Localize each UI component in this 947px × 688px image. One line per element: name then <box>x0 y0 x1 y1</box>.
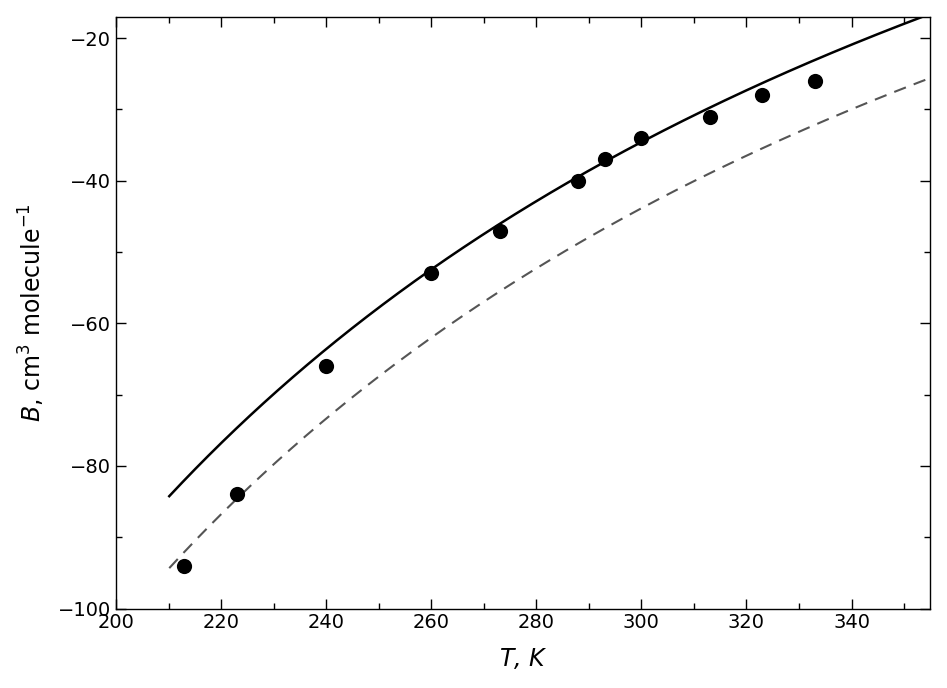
Point <box>755 89 770 100</box>
Point <box>423 268 438 279</box>
Point <box>702 111 717 122</box>
Point <box>318 361 333 372</box>
Point <box>229 489 244 500</box>
Point <box>597 154 612 165</box>
Point <box>807 76 822 87</box>
X-axis label: $T$, K: $T$, K <box>499 646 547 671</box>
Point <box>177 560 192 571</box>
Point <box>571 175 586 186</box>
Point <box>492 225 508 236</box>
Point <box>634 132 649 143</box>
Y-axis label: $B$, cm$^{3}$ molecule$^{-1}$: $B$, cm$^{3}$ molecule$^{-1}$ <box>17 203 46 422</box>
